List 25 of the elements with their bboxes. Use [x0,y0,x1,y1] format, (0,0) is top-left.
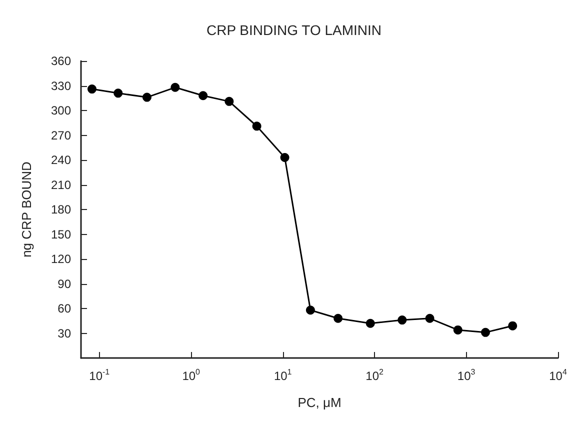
y-tick-label: 240 [50,153,72,167]
y-tick-label: 180 [50,202,72,216]
point [142,92,152,102]
y-tick-label: 360 [50,54,72,68]
point [87,84,96,94]
y-axis-title: ng CRP BOUND [19,162,34,258]
y-tick-label: 210 [50,178,72,192]
x-axis-title: PC, μM [298,395,342,410]
point [198,91,208,100]
point [481,328,490,337]
y-tick-label: 120 [50,252,72,266]
point [170,82,180,92]
point [398,316,407,325]
point [114,88,123,98]
chart-title: CRP BINDING TO LAMININ [206,22,382,38]
point [425,314,434,323]
y-tick-label: 60 [58,302,72,316]
point [508,321,518,330]
y-tick-label: 270 [50,128,72,142]
y-tick-label: 30 [58,326,72,340]
y-tick-label: 90 [58,276,72,291]
point [453,325,462,334]
y-tick-label: 150 [50,227,72,242]
y-tick-label: 300 [50,104,72,118]
y-tick-label: 330 [50,78,72,93]
